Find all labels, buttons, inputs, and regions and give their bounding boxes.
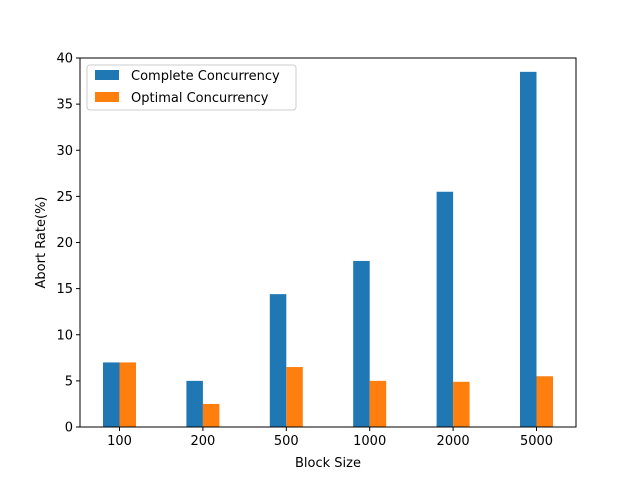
bar-optimal-200 — [202, 403, 220, 427]
x-axis-ticks: 100 200 500 1000 2000 5000 — [107, 427, 553, 449]
bar-optimal-500 — [286, 367, 303, 427]
bar-complete-1000 — [353, 260, 370, 427]
x-tick-label: 1000 — [353, 434, 386, 449]
y-tick-label: 30 — [56, 144, 73, 159]
y-axis-label: Abort Rate(%) — [34, 197, 49, 289]
legend-label-optimal: Optimal Concurrency — [131, 91, 269, 106]
legend-swatch-optimal — [95, 92, 119, 102]
bar-complete-200 — [186, 380, 203, 427]
legend-swatch-complete — [95, 70, 119, 80]
y-tick-label: 15 — [56, 282, 73, 297]
bar-complete-100 — [103, 362, 120, 427]
bar-complete-2000 — [436, 191, 454, 427]
bar-complete-5000 — [520, 71, 537, 428]
legend: Complete Concurrency Optimal Concurrency — [86, 64, 297, 111]
bars-group — [103, 71, 553, 428]
bar-optimal-2000 — [453, 381, 470, 427]
legend-label-complete: Complete Concurrency — [131, 69, 280, 84]
x-axis-label: Block Size — [295, 456, 361, 471]
x-tick-label: 100 — [107, 434, 132, 449]
x-tick-label: 2000 — [437, 434, 470, 449]
x-tick-label: 500 — [274, 434, 299, 449]
y-tick-label: 20 — [56, 236, 73, 251]
bar-optimal-5000 — [536, 376, 553, 427]
bar-complete-500 — [269, 294, 287, 427]
legend-box — [86, 64, 297, 111]
x-tick-label: 5000 — [520, 434, 553, 449]
y-tick-label: 25 — [56, 190, 73, 205]
bar-optimal-1000 — [369, 380, 387, 427]
x-tick-label: 200 — [190, 434, 215, 449]
y-tick-label: 0 — [65, 421, 73, 436]
y-tick-label: 40 — [56, 52, 73, 67]
y-axis-ticks: 0 5 10 15 20 25 30 35 40 — [56, 52, 80, 436]
y-tick-label: 35 — [56, 98, 73, 113]
bar-optimal-100 — [119, 362, 136, 427]
plot-frame — [79, 57, 577, 428]
y-tick-label: 10 — [56, 328, 73, 343]
y-tick-label: 5 — [65, 374, 73, 389]
